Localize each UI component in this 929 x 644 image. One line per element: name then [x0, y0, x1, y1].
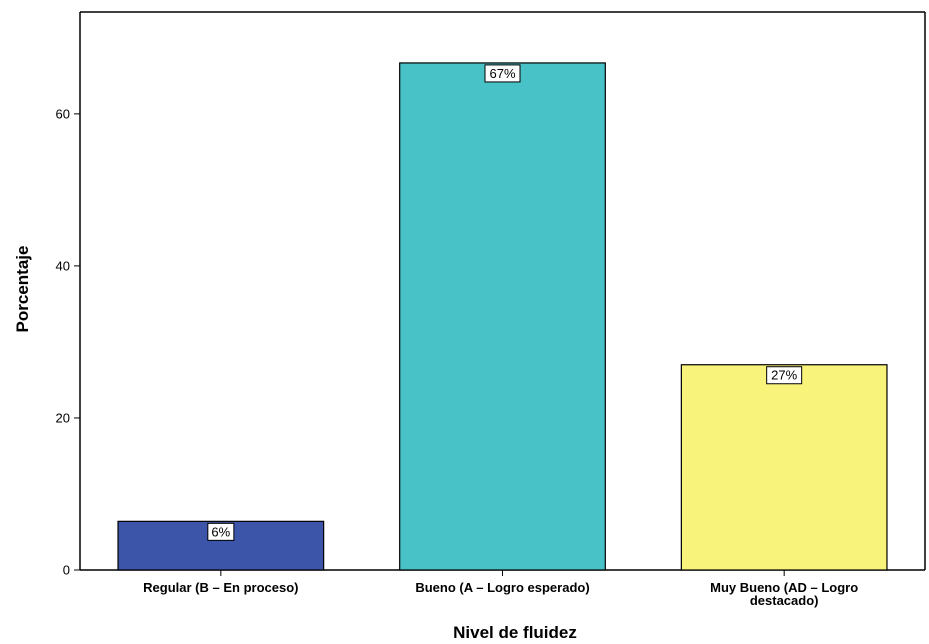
y-tick-label: 20: [56, 410, 70, 425]
bar: [399, 62, 606, 571]
bar: [680, 364, 888, 571]
y-axis-title: Porcentaje: [13, 246, 32, 333]
x-axis-title: Nivel de fluidez: [453, 623, 577, 642]
data-label-box: [766, 366, 803, 385]
x-tick-label: destacado): [750, 593, 819, 608]
y-axis: 0 20 40 60: [56, 106, 80, 578]
data-label-box: [207, 522, 235, 541]
data-label: 6%: [211, 524, 230, 539]
x-tick-label: Bueno (A – Logro esperado): [415, 580, 589, 595]
y-tick-label: 60: [56, 106, 70, 121]
x-axis: Regular (B – En proceso) Bueno (A – Logro…: [143, 570, 858, 608]
x-tick-label: Muy Bueno (AD – Logro: [710, 580, 858, 595]
data-label: 27%: [771, 368, 797, 383]
data-label: 67%: [489, 66, 515, 81]
x-tick-label: Regular (B – En proceso): [143, 580, 298, 595]
bars: 6% 67% 27%: [117, 62, 888, 571]
y-tick-label: 40: [56, 258, 70, 273]
y-tick-label: 0: [63, 563, 70, 578]
data-label-box: [484, 64, 521, 83]
